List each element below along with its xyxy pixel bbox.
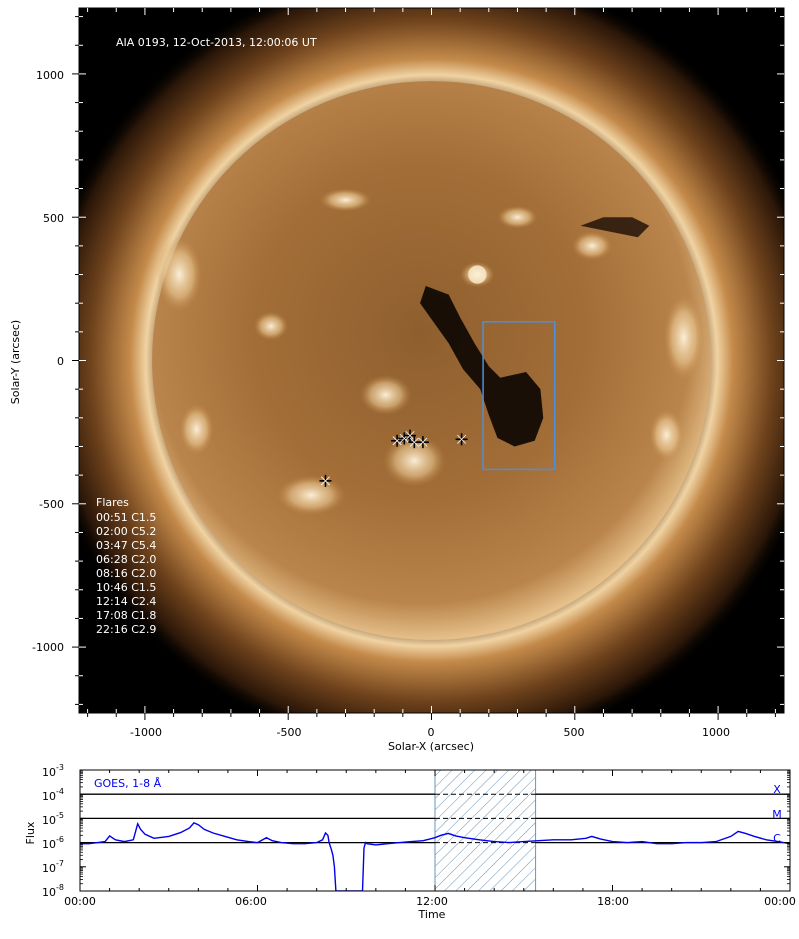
coronal-hole bbox=[420, 285, 544, 447]
goes-plot-panel: GOES, 1-8 Å X M C 00:00 06:00 12:00 18:0… bbox=[24, 763, 796, 921]
flare-list-item: 08:16 C2.0 bbox=[96, 567, 156, 580]
y-tick-label: 10 -8 bbox=[42, 883, 64, 899]
bright-region bbox=[649, 409, 684, 461]
bright-region bbox=[497, 205, 538, 229]
svg-text:-7: -7 bbox=[56, 859, 64, 868]
flare-list-item: 06:28 C2.0 bbox=[96, 553, 156, 566]
flare-marker bbox=[319, 474, 332, 487]
y-tick-label: 0 bbox=[57, 355, 64, 368]
bright-region bbox=[571, 231, 613, 261]
goes-axis-ticks bbox=[79, 769, 791, 892]
bright-region bbox=[253, 311, 289, 341]
y-tick-label: -1000 bbox=[32, 641, 64, 654]
y-axis-title: Flux bbox=[24, 821, 37, 844]
shaded-interval bbox=[434, 769, 537, 892]
x-tick-label: 500 bbox=[564, 726, 585, 739]
flare-marker bbox=[391, 434, 404, 447]
y-tick-label: 1000 bbox=[36, 69, 64, 82]
x-tick-label: -500 bbox=[277, 726, 302, 739]
solar-disk bbox=[152, 81, 711, 640]
bright-region bbox=[663, 294, 704, 381]
x-tick-label: 1000 bbox=[702, 726, 730, 739]
flare-marker bbox=[455, 433, 468, 446]
flare-list-item: 03:47 C5.4 bbox=[96, 539, 156, 552]
bright-region bbox=[156, 237, 203, 312]
svg-text:10: 10 bbox=[42, 766, 56, 779]
x-tick-label: 18:00 bbox=[597, 895, 629, 908]
flare-marker bbox=[404, 429, 417, 442]
svg-text:-5: -5 bbox=[56, 811, 64, 820]
flare-marker-stroke bbox=[409, 437, 419, 447]
x-tick-label: 0 bbox=[428, 726, 435, 739]
bright-region bbox=[468, 265, 487, 284]
bright-active-regions bbox=[156, 188, 704, 516]
svg-text:10: 10 bbox=[42, 814, 56, 827]
y-tick-label: 10 -6 bbox=[42, 835, 64, 851]
svg-text:-3: -3 bbox=[56, 763, 64, 772]
x-tick-label: 06:00 bbox=[235, 895, 267, 908]
coronal-holes bbox=[420, 217, 650, 447]
goes-flux-line bbox=[80, 821, 790, 891]
x-axis-title: Time bbox=[418, 908, 446, 921]
svg-text:-6: -6 bbox=[56, 835, 64, 844]
flare-marker bbox=[416, 436, 429, 449]
flare-marker-stroke bbox=[418, 437, 428, 447]
class-label-x: X bbox=[773, 783, 781, 796]
bright-region bbox=[359, 374, 412, 415]
image-title: AIA 0193, 12-Oct-2013, 12:00:06 UT bbox=[116, 36, 317, 49]
svg-text:-8: -8 bbox=[56, 883, 64, 892]
svg-text:10: 10 bbox=[42, 838, 56, 851]
y-tick-label: 500 bbox=[43, 212, 64, 225]
flare-list-item: 12:14 C2.4 bbox=[96, 595, 156, 608]
y-tick-label: 10 -3 bbox=[42, 763, 64, 779]
flare-list-item: 22:16 C2.9 bbox=[96, 623, 156, 636]
y-axis-title: Solar-Y (arcsec) bbox=[9, 320, 22, 404]
class-label-m: M bbox=[772, 808, 782, 821]
flare-marker-stroke bbox=[405, 431, 415, 441]
y-tick-label: -500 bbox=[39, 498, 64, 511]
flare-list-item: 00:51 C1.5 bbox=[96, 511, 156, 524]
flare-list: Flares 00:51 C1.5 02:00 C5.2 03:47 C5.4 … bbox=[96, 496, 156, 636]
x-axis-title: Solar-X (arcsec) bbox=[388, 740, 474, 753]
x-tick-label: 12:00 bbox=[416, 895, 448, 908]
bright-region bbox=[382, 435, 446, 487]
x-tick-label: -1000 bbox=[130, 726, 162, 739]
y-tick-label: 10 -5 bbox=[42, 811, 64, 827]
bright-region bbox=[276, 475, 346, 516]
flare-marker-stroke bbox=[320, 476, 330, 486]
y-tick-label: 10 -7 bbox=[42, 859, 64, 875]
flare-list-item: 02:00 C5.2 bbox=[96, 525, 156, 538]
svg-text:10: 10 bbox=[42, 886, 56, 899]
highlight-box bbox=[482, 321, 556, 471]
coronal-hole bbox=[580, 217, 650, 238]
flare-list-item: 10:46 C1.5 bbox=[96, 581, 156, 594]
goes-title: GOES, 1-8 Å bbox=[94, 777, 162, 790]
image-axis-ticks bbox=[72, 8, 784, 720]
solar-image-panel: AIA 0193, 12-Oct-2013, 12:00:06 UT Flare… bbox=[9, 7, 785, 753]
svg-text:-4: -4 bbox=[56, 787, 64, 796]
bright-region bbox=[179, 403, 214, 456]
flare-list-title: Flares bbox=[96, 496, 129, 509]
svg-text:10: 10 bbox=[42, 862, 56, 875]
flare-markers bbox=[319, 429, 468, 487]
class-label-c: C bbox=[773, 832, 781, 845]
flare-list-item: 17:08 C1.8 bbox=[96, 609, 156, 622]
flare-marker-stroke bbox=[457, 434, 467, 444]
svg-text:10: 10 bbox=[42, 790, 56, 803]
x-tick-label: 00:00 bbox=[764, 895, 796, 908]
bright-region bbox=[319, 188, 372, 212]
x-tick-label: 00:00 bbox=[64, 895, 96, 908]
y-tick-label: 10 -4 bbox=[42, 787, 64, 803]
